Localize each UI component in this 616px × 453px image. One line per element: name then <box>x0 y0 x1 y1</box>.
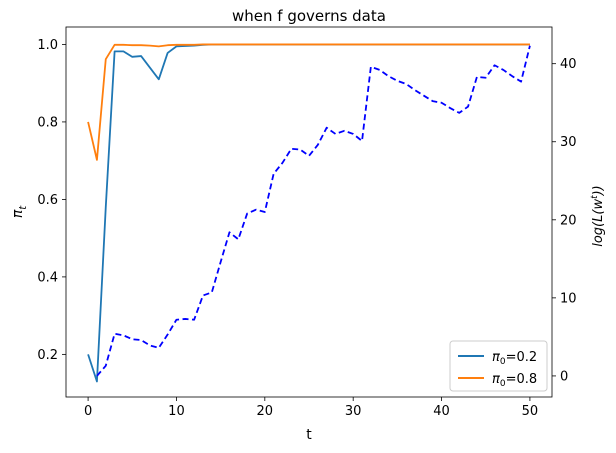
y-left-tick-label: 0.6 <box>37 193 58 208</box>
x-tick-label: 0 <box>84 404 92 419</box>
y-right-axis-label: log(L(wt)) <box>590 185 606 247</box>
y-left-tick-label: 1.0 <box>37 38 58 53</box>
legend-label-pi0-0.8: π0=0.8 <box>492 372 537 389</box>
series-line-1 <box>87 43 530 161</box>
x-axis-ticks: 0 10 20 30 40 50 <box>84 397 538 419</box>
x-tick-label: 10 <box>168 404 185 419</box>
y-left-axis-label: πt <box>10 205 29 218</box>
y-left-tick-label: 0.8 <box>37 115 58 130</box>
y-left-tick-label: 0.4 <box>37 270 58 285</box>
y-right-tick-label: 10 <box>560 291 577 306</box>
x-tick-label: 30 <box>345 404 362 419</box>
y-right-tick-label: 0 <box>560 369 568 384</box>
x-tick-label: 20 <box>257 404 274 419</box>
series-line-0 <box>87 43 530 383</box>
plot-frame <box>65 26 553 398</box>
y-right-tick-label: 30 <box>560 135 577 150</box>
y-right-tick-label: 20 <box>560 213 577 228</box>
series-layer <box>87 43 531 383</box>
y-right-axis-ticks: 0 10 20 30 40 <box>552 57 577 384</box>
y-right-tick-label: 40 <box>560 57 577 72</box>
x-tick-label: 40 <box>433 404 450 419</box>
chart-title: when f governs data <box>232 7 386 25</box>
y-left-tick-label: 0.2 <box>37 348 58 363</box>
y-left-axis-ticks: 0.2 0.4 0.6 0.8 1.0 <box>37 38 66 363</box>
legend-label-pi0-0.2: π0=0.2 <box>492 350 537 367</box>
legend: π0=0.2 π0=0.8 <box>449 340 548 392</box>
x-tick-label: 50 <box>522 404 539 419</box>
series-line-2 <box>96 45 531 377</box>
x-axis-label: t <box>306 427 312 443</box>
